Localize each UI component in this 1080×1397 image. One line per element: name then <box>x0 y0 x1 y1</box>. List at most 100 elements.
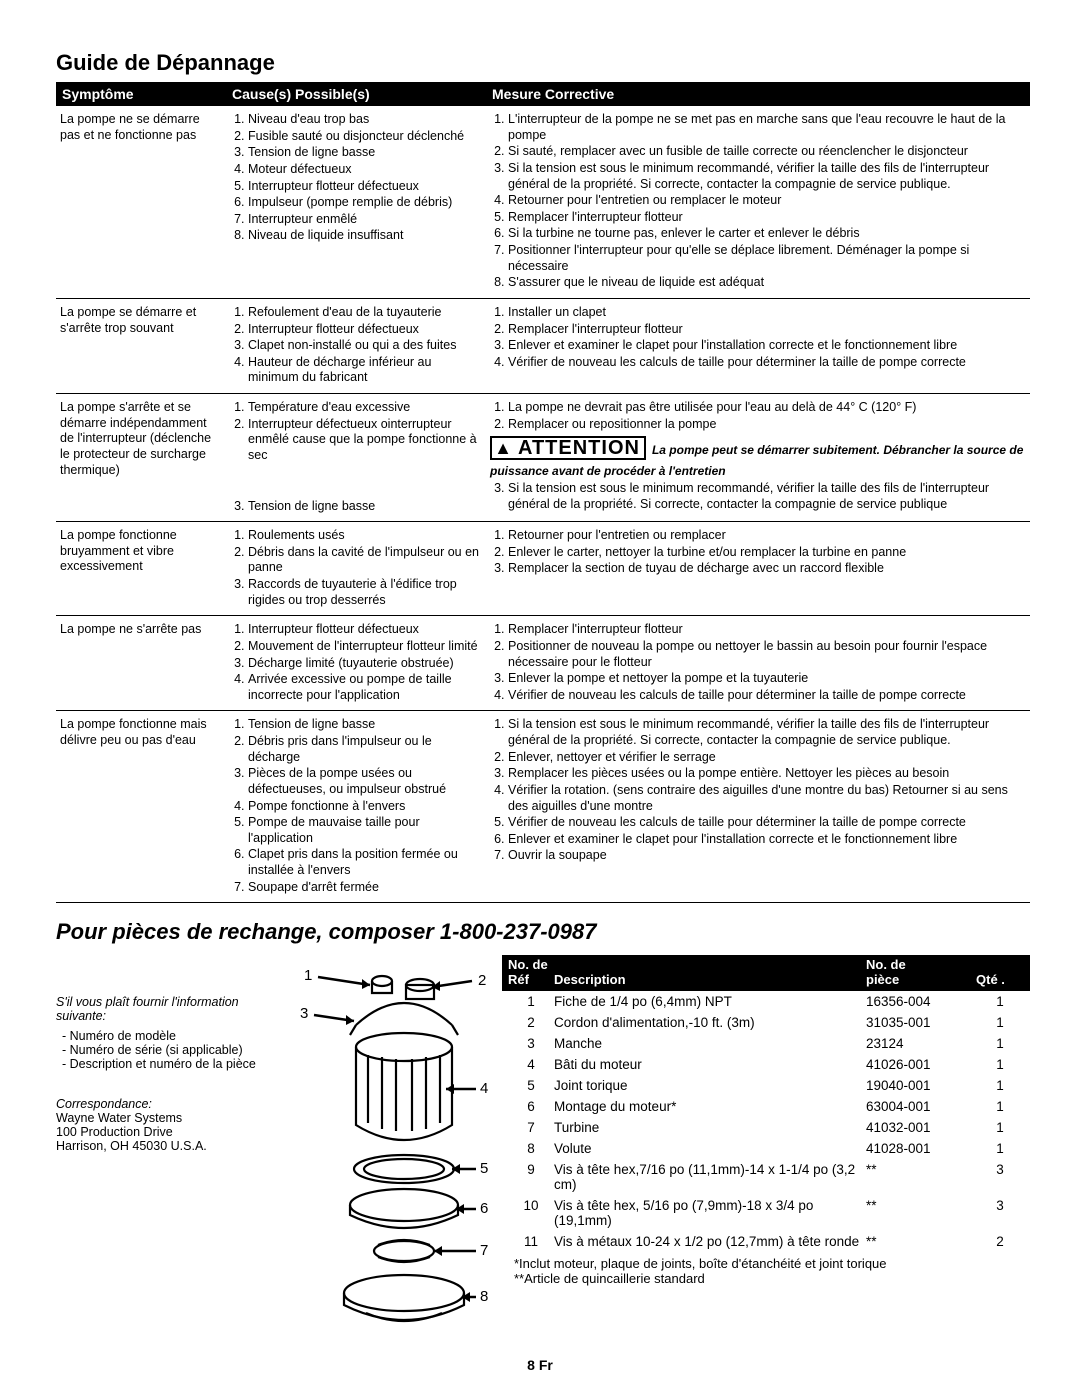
list-item: Vérifier de nouveau les calculs de taill… <box>508 688 1026 704</box>
list-item: La pompe ne devrait pas être utilisée po… <box>508 400 1026 416</box>
list-item: Mouvement de l'interrupteur flotteur lim… <box>248 639 480 655</box>
parts-partno: 16356-004 <box>866 994 976 1009</box>
parts-ref: 1 <box>508 994 554 1009</box>
cause-cell: Tension de ligne basseDébris pris dans l… <box>230 717 490 896</box>
symptom-cell: La pompe fonctionne mais délivre peu ou … <box>60 717 230 896</box>
parts-qty: 3 <box>976 1162 1024 1192</box>
parts-qty: 2 <box>976 1234 1024 1249</box>
list-item: Vérifier de nouveau les calculs de taill… <box>508 355 1026 371</box>
list-item: Enlever et examiner le clapet pour l'ins… <box>508 338 1026 354</box>
diagram-callout: 7 <box>480 1242 488 1259</box>
parts-row: 9Vis à tête hex,7/16 po (11,1mm)-14 x 1-… <box>502 1159 1030 1195</box>
parts-header-ref-top: No. de <box>508 957 554 972</box>
diagram-callout: 2 <box>478 972 486 989</box>
table-row: La pompe ne s'arrête pasInterrupteur flo… <box>56 615 1030 710</box>
ordering-lead: S'il vous plaît fournir l'information su… <box>56 995 286 1023</box>
parts-partno: ** <box>866 1162 976 1192</box>
list-item: Niveau d'eau trop bas <box>248 112 480 128</box>
list-item: Pompe de mauvaise taille pour l'applicat… <box>248 815 480 846</box>
troubleshooting-table-body: La pompe ne se démarre pas et ne fonctio… <box>56 106 1030 903</box>
list-item: Clapet pris dans la position fermée ou i… <box>248 847 480 878</box>
parts-row: 3Manche231241 <box>502 1033 1030 1054</box>
list-item: Description et numéro de la pièce <box>62 1057 286 1071</box>
cause-cell: Température d'eau excessiveInterrupteur … <box>230 400 490 515</box>
parts-qty: 1 <box>976 1057 1024 1072</box>
parts-desc: Cordon d'alimentation,-10 ft. (3m) <box>554 1015 866 1030</box>
list-item: Numéro de série (si applicable) <box>62 1043 286 1057</box>
list-item: Pompe fonctionne à l'envers <box>248 799 480 815</box>
list-item: Remplacer la section de tuyau de décharg… <box>508 561 1026 577</box>
list-item: Retourner pour l'entretien ou remplacer … <box>508 193 1026 209</box>
parts-ref: 9 <box>508 1162 554 1192</box>
table-row: La pompe fonctionne bruyamment et vibre … <box>56 521 1030 615</box>
address-line: 100 Production Drive <box>56 1125 286 1139</box>
list-item: Installer un clapet <box>508 305 1026 321</box>
list-item: Interrupteur enmêlé <box>248 212 480 228</box>
diagram-callout: 8 <box>480 1288 488 1305</box>
parts-desc: Volute <box>554 1141 866 1156</box>
symptom-cell: La pompe ne se démarre pas et ne fonctio… <box>60 112 230 292</box>
parts-row: 2Cordon d'alimentation,-10 ft. (3m)31035… <box>502 1012 1030 1033</box>
parts-partno: 19040-001 <box>866 1078 976 1093</box>
parts-notes: *Inclut moteur, plaque de joints, boîte … <box>502 1252 1030 1286</box>
parts-ref: 3 <box>508 1036 554 1051</box>
corrective-cell: Installer un clapetRemplacer l'interrupt… <box>490 305 1026 387</box>
list-item: Positionner l'interrupteur pour qu'elle … <box>508 243 1026 274</box>
header-cause: Cause(s) Possible(s) <box>232 86 492 102</box>
parts-ref: 4 <box>508 1057 554 1072</box>
list-item: Si la tension est sous le minimum recomm… <box>508 717 1026 748</box>
parts-header: No. de Réf Description No. de pièce Qté … <box>502 955 1030 991</box>
parts-partno: 41032-001 <box>866 1120 976 1135</box>
attention-box: ▲ATTENTION <box>490 436 646 460</box>
parts-desc: Manche <box>554 1036 866 1051</box>
ordering-info: S'il vous plaît fournir l'information su… <box>56 955 286 1335</box>
parts-ref: 6 <box>508 1099 554 1114</box>
parts-partno: 63004-001 <box>866 1099 976 1114</box>
list-item: Décharge limité (tuyauterie obstruée) <box>248 656 480 672</box>
correspondence-head: Correspondance: <box>56 1097 286 1111</box>
corrective-cell: Retourner pour l'entretien ou remplacerE… <box>490 528 1026 609</box>
parts-header-qty: Qté . <box>976 972 1024 987</box>
list-item: Niveau de liquide insuffisant <box>248 228 480 244</box>
troubleshooting-title: Guide de Dépannage <box>56 50 1030 76</box>
cause-cell: Interrupteur flotteur défectueuxMouvemen… <box>230 622 490 704</box>
list-item: Ouvrir la soupape <box>508 848 1026 864</box>
parts-table-body: 1Fiche de 1/4 po (6,4mm) NPT16356-00412C… <box>502 991 1030 1252</box>
parts-ref: 10 <box>508 1198 554 1228</box>
parts-header-part-top: No. de <box>866 957 976 972</box>
troubleshooting-header: Symptôme Cause(s) Possible(s) Mesure Cor… <box>56 82 1030 106</box>
parts-qty: 3 <box>976 1198 1024 1228</box>
list-item: Si la turbine ne tourne pas, enlever le … <box>508 226 1026 242</box>
parts-partno: ** <box>866 1234 976 1249</box>
parts-desc: Turbine <box>554 1120 866 1135</box>
parts-qty: 1 <box>976 1099 1024 1114</box>
diagram-callout: 4 <box>480 1080 488 1097</box>
list-item: Interrupteur flotteur défectueux <box>248 179 480 195</box>
table-row: La pompe se démarre et s'arrête trop sou… <box>56 298 1030 393</box>
list-item: Remplacer ou repositionner la pompe <box>508 417 1026 433</box>
parts-partno: ** <box>866 1198 976 1228</box>
page-number: 8 Fr <box>0 1357 1080 1373</box>
symptom-cell: La pompe ne s'arrête pas <box>60 622 230 704</box>
list-item: Remplacer l'interrupteur flotteur <box>508 622 1026 638</box>
cause-cell: Refoulement d'eau de la tuyauterieInterr… <box>230 305 490 387</box>
list-item: Tension de ligne basse <box>248 717 480 733</box>
attention-caption: La pompe peut se démarrer subitement. Dé… <box>652 444 1023 457</box>
exploded-diagram: 1 2 3 4 5 6 7 8 <box>296 955 492 1335</box>
parts-qty: 1 <box>976 1078 1024 1093</box>
diagram-callout: 5 <box>480 1160 488 1177</box>
list-item: Clapet non-installé ou qui a des fuites <box>248 338 480 354</box>
list-item: Remplacer l'interrupteur flotteur <box>508 210 1026 226</box>
symptom-cell: La pompe s'arrête et se démarre indépend… <box>60 400 230 515</box>
table-row: La pompe ne se démarre pas et ne fonctio… <box>56 106 1030 298</box>
cause-cell: Roulements usésDébris dans la cavité de … <box>230 528 490 609</box>
parts-partno: 23124 <box>866 1036 976 1051</box>
parts-qty: 1 <box>976 1015 1024 1030</box>
list-item: Débris pris dans l'impulseur ou le décha… <box>248 734 480 765</box>
attention-continuation: puissance avant de procéder à l'entretie… <box>490 464 1026 479</box>
parts-header-desc: Description <box>554 972 866 987</box>
list-item: Roulements usés <box>248 528 480 544</box>
parts-row: 1Fiche de 1/4 po (6,4mm) NPT16356-0041 <box>502 991 1030 1012</box>
address-line: Harrison, OH 45030 U.S.A. <box>56 1139 286 1153</box>
parts-desc: Montage du moteur* <box>554 1099 866 1114</box>
